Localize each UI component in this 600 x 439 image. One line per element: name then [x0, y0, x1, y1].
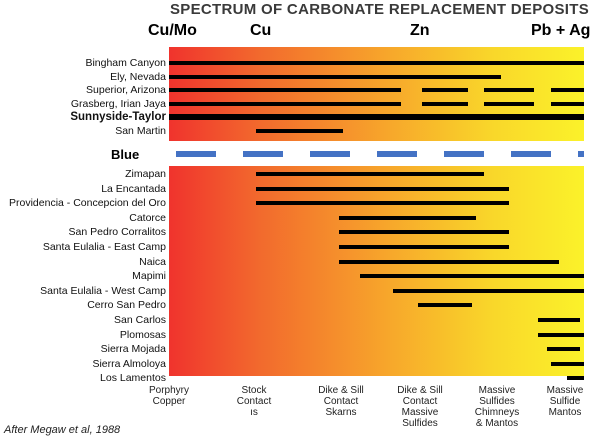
blue-dash-segment [511, 151, 551, 157]
bottom-bar-13-0 [550, 361, 584, 366]
blue-dash-segment [444, 151, 484, 157]
bottom-label-sierra-almoloya: Sierra Almoloya [92, 357, 166, 370]
header-cu-mo: Cu/Mo [148, 22, 197, 39]
credit-text: After Megaw et al, 1988 [4, 424, 121, 436]
blue-dash-segment [243, 151, 283, 157]
bottom-label-san-pedro-corralitos: San Pedro Corralitos [68, 226, 166, 239]
top-label-sunnyside-taylor: Sunnyside-Taylor [70, 111, 166, 123]
top-bar-3-0 [169, 101, 402, 106]
blue-dash-segment [310, 151, 350, 157]
bottom-label-santa-eulalia-west-camp: Santa Eulalia - West Camp [40, 284, 166, 297]
top-bar-2-0 [169, 88, 402, 92]
blue-dash-segment [176, 151, 216, 157]
top-bar-1-0 [169, 74, 501, 79]
x-category-label-2: Dike & Sill Contact Skarns [318, 385, 364, 418]
top-label-grasberg-irian-jaya: Grasberg, Irian Jaya [70, 97, 166, 110]
bottom-label-catorce: Catorce [129, 211, 166, 224]
bottom-label-providencia-concepcion-del-oro: Providencia - Concepcion del Oro [9, 197, 166, 210]
bottom-bar-11-0 [538, 332, 584, 337]
top-bar-0-0 [169, 61, 584, 65]
bottom-bar-12-0 [546, 347, 580, 352]
blue-label: Blue [111, 147, 140, 162]
top-bar-5-0 [256, 128, 344, 133]
x-category-label-4: Massive Sulfides Chimneys & Mantos [474, 385, 520, 429]
x-category-label-5: Massive Sulfide Mantos [546, 385, 584, 418]
bottom-bar-8-0 [393, 288, 584, 293]
bottom-label-cerro-san-pedro: Cerro San Pedro [87, 299, 166, 312]
bottom-label-mapimi: Mapimi [132, 270, 166, 283]
header-zn: Zn [410, 22, 430, 39]
top-label-bingham-canyon: Bingham Canyon [85, 57, 166, 69]
blue-dash-segment [377, 151, 417, 157]
bottom-bar-10-0 [538, 318, 580, 322]
bottom-bar-0-0 [256, 172, 485, 176]
diagram-title: SPECTRUM OF CARBONATE REPLACEMENT DEPOSI… [170, 1, 590, 18]
bottom-label-plomosas: Plomosas [119, 328, 166, 341]
x-category-label-3: Dike & Sill Contact Massive Sulfides [397, 385, 443, 429]
header-pb-ag: Pb + Ag [531, 22, 591, 39]
bottom-label-la-encantada: La Encantada [101, 182, 166, 195]
x-category-label-1: Stock Contact ıs [236, 385, 272, 418]
header-cu: Cu [250, 22, 272, 39]
bottom-bar-2-0 [256, 201, 510, 206]
bottom-bar-3-0 [339, 215, 477, 220]
top-bar-2-3 [550, 88, 584, 92]
bottom-gradient-panel [169, 166, 584, 376]
top-bar-3-1 [422, 101, 468, 106]
top-label-san-martin: San Martin [115, 124, 166, 137]
blue-dash-segment [578, 151, 584, 157]
bottom-label-zimapan: Zimapan [125, 168, 166, 180]
top-bar-2-1 [422, 88, 468, 92]
bottom-bar-5-0 [339, 245, 510, 249]
bottom-bar-7-0 [359, 274, 584, 279]
top-bar-3-3 [550, 101, 584, 106]
top-label-ely-nevada: Ely, Nevada [110, 70, 166, 83]
x-category-label-0: Porphyry Copper [148, 385, 189, 407]
bottom-bar-9-0 [418, 303, 472, 308]
bottom-bar-14-0 [567, 376, 584, 381]
top-bar-4-0 [169, 114, 584, 120]
bottom-label-los-lamentos: Los Lamentos [100, 372, 166, 385]
bottom-bar-1-0 [256, 186, 510, 191]
bottom-bar-4-0 [339, 230, 510, 235]
bottom-label-naica: Naica [139, 255, 166, 268]
bottom-label-santa-eulalia-east-camp: Santa Eulalia - East Camp [42, 241, 166, 253]
bottom-bar-6-0 [339, 259, 560, 264]
top-bar-2-2 [484, 88, 535, 92]
top-label-superior-arizona: Superior, Arizona [86, 84, 166, 96]
bottom-label-sierra-mojada: Sierra Mojada [100, 343, 166, 356]
bottom-label-san-carlos: San Carlos [114, 314, 166, 326]
top-bar-3-2 [484, 101, 535, 106]
